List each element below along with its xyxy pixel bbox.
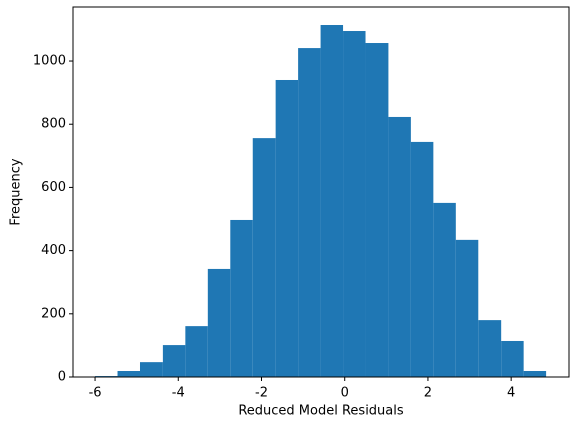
- bar: [455, 239, 479, 377]
- y-tick-label: 200: [41, 306, 66, 321]
- bar: [162, 345, 186, 377]
- bar: [433, 202, 456, 377]
- bar: [298, 48, 321, 378]
- plot-frame: [72, 6, 570, 378]
- x-tick-label: 4: [507, 386, 515, 401]
- bar: [343, 31, 366, 377]
- x-tick-label: 2: [424, 386, 432, 401]
- bar: [478, 320, 502, 377]
- bar: [523, 370, 547, 377]
- bar: [320, 25, 344, 377]
- y-tick-label: 600: [41, 180, 66, 195]
- y-tick-label: 400: [41, 243, 66, 258]
- bar: [230, 219, 253, 377]
- bar: [139, 362, 163, 377]
- bar: [501, 340, 524, 377]
- bar: [275, 79, 299, 378]
- bar: [410, 141, 434, 377]
- x-tick-label: -2: [255, 386, 268, 401]
- bar: [185, 326, 208, 377]
- bar: [365, 43, 389, 377]
- y-tick-label: 0: [58, 370, 66, 385]
- y-tick-label: 800: [41, 117, 66, 132]
- bar: [207, 268, 231, 377]
- bar: [388, 116, 411, 377]
- x-axis-label: Reduced Model Residuals: [238, 404, 404, 419]
- bar: [252, 138, 276, 377]
- x-tick-label: -6: [89, 386, 102, 401]
- y-axis-label: Frequency: [9, 158, 24, 225]
- x-tick-label: 0: [341, 386, 349, 401]
- bar: [117, 370, 140, 377]
- x-tick-label: -4: [172, 386, 185, 401]
- y-tick-label: 1000: [33, 54, 66, 69]
